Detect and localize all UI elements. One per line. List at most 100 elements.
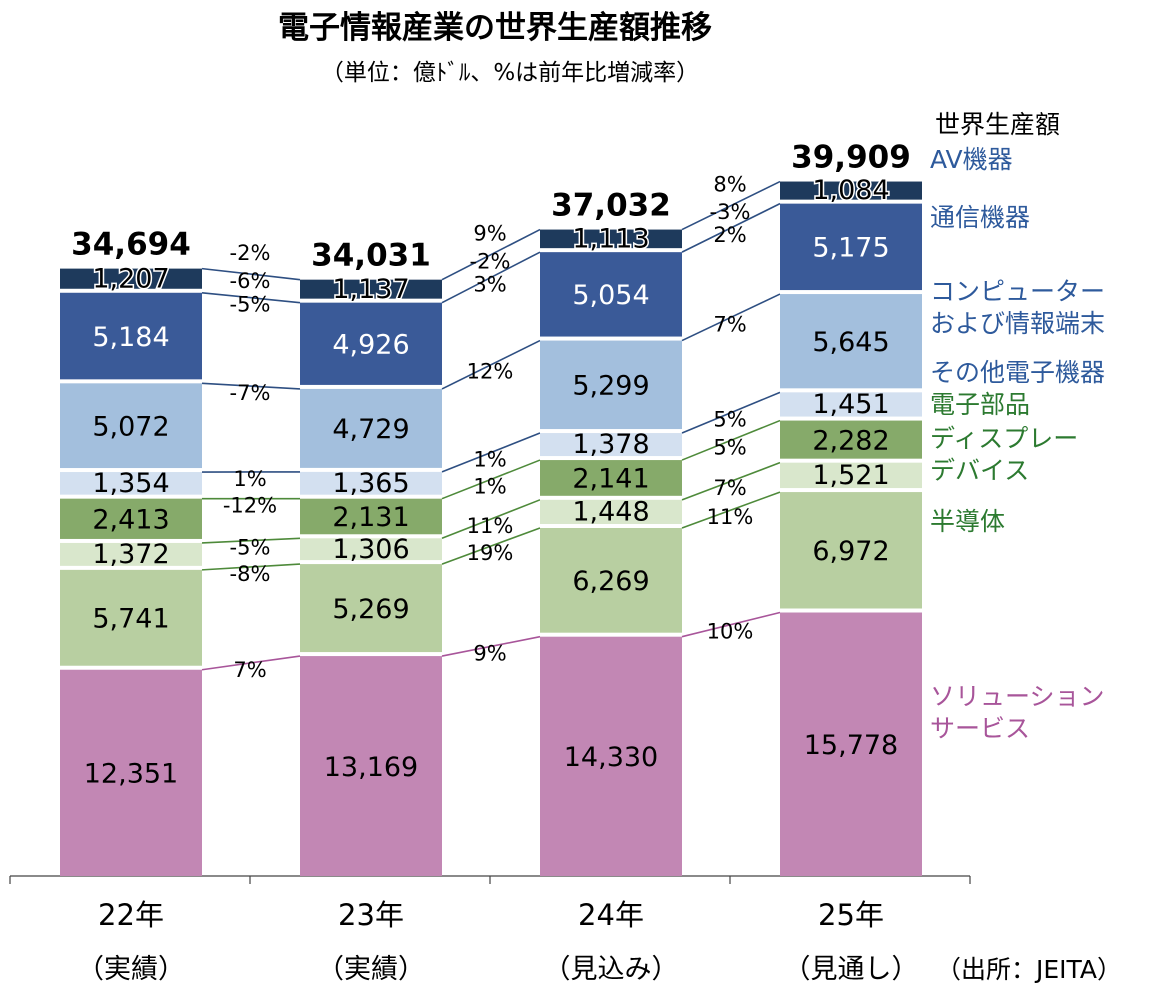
connector-line [201, 655, 301, 671]
bar-segment [780, 181, 922, 200]
bar-value-label: 15,778 [804, 730, 898, 761]
connector-line [201, 267, 301, 281]
bar-segment [300, 388, 442, 468]
bar-value-label: 14,330 [564, 742, 658, 773]
connector-line [201, 537, 301, 544]
growth-rate-label: -12% [223, 494, 277, 518]
source-note: （出所：JEITA） [936, 955, 1122, 984]
growth-rate-label: 8% [713, 173, 746, 197]
connector-line [441, 339, 541, 390]
connector-line [681, 391, 781, 434]
total-series-label: 世界生産額 [935, 110, 1060, 139]
bar-value-label: 1,306 [332, 534, 409, 565]
bar-value-label: 12,351 [84, 759, 178, 790]
legend-entry: AV機器 [930, 145, 1013, 174]
connector-line [441, 635, 541, 657]
bar-segment [60, 292, 202, 380]
x-tick-label: 23年 [338, 898, 404, 932]
bar-value-label: 2,141 [572, 464, 649, 495]
connector-line [441, 499, 541, 540]
legend-entry: ソリューション [930, 682, 1105, 711]
growth-rate-label: 11% [467, 514, 514, 538]
connector-line [681, 611, 781, 638]
bar-value-label: 1,113 [572, 223, 649, 254]
x-tick-sublabel: （見込み） [544, 954, 679, 985]
bar-segment [780, 294, 922, 389]
bar-segment [780, 462, 922, 489]
growth-rate-label: 11% [707, 505, 754, 529]
bar-segment [540, 499, 682, 524]
x-tick-sublabel: （見通し） [784, 954, 919, 985]
x-tick-label: 22年 [98, 898, 164, 932]
bar-segment [60, 569, 202, 666]
bar-total-label: 34,694 [71, 227, 191, 263]
bar-segment [300, 279, 442, 299]
x-tick-sublabel: （実績） [77, 954, 185, 985]
bar-segment [60, 383, 202, 469]
bar-segment [780, 420, 922, 459]
growth-rate-label: -5% [230, 536, 271, 560]
growth-rate-label: 1% [473, 474, 506, 498]
bar-total-label: 39,909 [791, 140, 911, 176]
bar-value-label: 5,184 [92, 322, 169, 353]
legend-entry: その他電子機器 [930, 358, 1105, 387]
bar-segment [60, 498, 202, 539]
legend-entry: および情報端末 [930, 309, 1105, 338]
growth-rate-label: 9% [473, 641, 506, 665]
bar-segment [780, 392, 922, 417]
growth-rate-label: 5% [713, 435, 746, 459]
growth-rate-label: 3% [473, 272, 506, 296]
bar-value-label: 5,175 [812, 233, 889, 264]
bar-value-label: 5,299 [572, 371, 649, 402]
bar-segment [300, 564, 442, 653]
growth-rate-label: 10% [707, 620, 754, 644]
bar-segment [540, 433, 682, 457]
bar-value-label: 1,207 [92, 263, 169, 294]
bar-value-label: 5,269 [332, 594, 409, 625]
bar-segment [300, 471, 442, 495]
connector-line [201, 382, 301, 390]
growth-rate-label: 1% [233, 467, 266, 491]
bar-value-label: 1,378 [572, 429, 649, 460]
bar-value-label: 6,269 [572, 566, 649, 597]
bar-value-label: 1,451 [812, 389, 889, 420]
connector-line [441, 228, 541, 281]
connector-line [201, 291, 301, 304]
bar-segment [300, 538, 442, 561]
bar-segment [60, 542, 202, 566]
bar-value-label: 1,521 [812, 460, 889, 491]
bar-segment [780, 492, 922, 609]
growth-rate-label: -8% [230, 562, 271, 586]
bar-value-label: 1,084 [812, 175, 889, 206]
growth-rate-label: -6% [230, 269, 271, 293]
bar-value-label: 1,448 [572, 497, 649, 528]
bar-value-label: 4,729 [332, 414, 409, 445]
bar-value-label: 1,365 [332, 468, 409, 499]
bar-value-label: 5,741 [92, 604, 169, 635]
connector-line [681, 202, 781, 253]
growth-rate-label: 7% [713, 312, 746, 336]
growth-rate-label: 1% [473, 447, 506, 471]
bar-value-label: 2,131 [332, 502, 409, 533]
bar-segment [540, 636, 682, 876]
x-tick-label: 25年 [818, 898, 884, 932]
bar-value-label: 1,372 [92, 539, 169, 570]
growth-rate-label: -7% [230, 381, 271, 405]
bar-value-label: 5,054 [572, 280, 649, 311]
growth-rate-label: -3% [710, 200, 751, 224]
growth-rate-label: -5% [230, 293, 271, 317]
growth-rate-label: 19% [467, 541, 514, 565]
growth-rate-label: 2% [713, 223, 746, 247]
bar-segment [540, 252, 682, 337]
growth-rate-label: 5% [713, 408, 746, 432]
growth-rate-label: -2% [470, 249, 511, 273]
bar-value-label: 2,282 [812, 425, 889, 456]
legend-entry: 電子部品 [930, 390, 1030, 419]
chart-title: 電子情報産業の世界生産額推移 [278, 10, 712, 46]
growth-rate-label: 12% [467, 360, 514, 384]
connector-line [681, 491, 781, 529]
x-tick-label: 24年 [578, 898, 644, 932]
connector-line [441, 527, 541, 565]
